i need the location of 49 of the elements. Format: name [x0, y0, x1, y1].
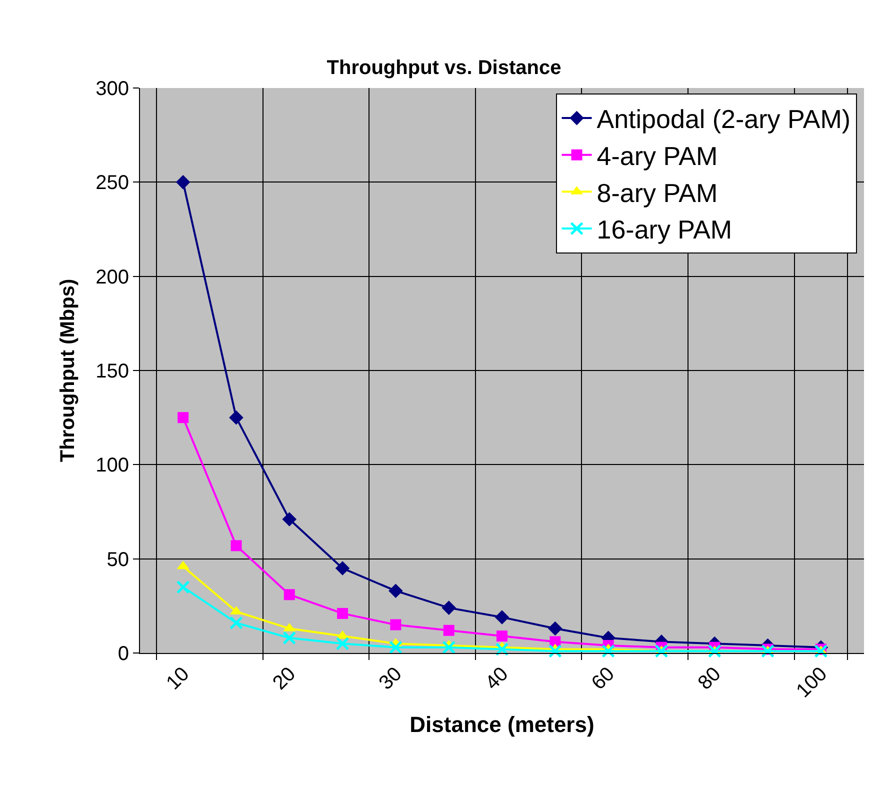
point — [230, 540, 242, 552]
point — [654, 644, 668, 658]
point — [442, 600, 456, 615]
chart-title: Throughput vs. Distance — [326, 57, 562, 80]
legend-label: Antipodal (2-ary PAM) — [596, 104, 851, 134]
point — [282, 512, 297, 526]
point — [761, 644, 775, 658]
y-tick-label: 300 — [96, 78, 129, 100]
point — [548, 621, 562, 636]
point — [282, 631, 296, 645]
x-tick-label: 40 — [481, 663, 513, 694]
point — [388, 584, 403, 598]
x-axis-title: Distance (meters) — [410, 712, 594, 738]
y-tick-label: 200 — [96, 266, 129, 288]
point — [337, 608, 348, 619]
point — [494, 610, 510, 624]
y-tick-label: 50 — [106, 548, 129, 571]
y-tick-label: 150 — [96, 360, 129, 382]
point — [284, 589, 295, 600]
point — [335, 561, 350, 576]
y-tick-label: 0 — [118, 643, 129, 665]
point — [708, 644, 722, 658]
x-tick-label: 100 — [792, 663, 832, 702]
point — [229, 616, 243, 630]
x-tick-label: 60 — [588, 663, 619, 694]
point — [602, 644, 616, 658]
x-tick-label: 80 — [694, 663, 726, 694]
x-tick-label: 30 — [375, 663, 406, 694]
point — [176, 175, 190, 190]
y-tick-label: 250 — [96, 172, 129, 194]
point — [388, 640, 402, 654]
point — [443, 624, 454, 636]
point — [178, 412, 189, 424]
point — [442, 640, 456, 654]
x-tick-label: 10 — [162, 663, 194, 694]
legend-label: 4-ary PAM — [596, 140, 718, 171]
legend-label: 16-ary PAM — [596, 214, 732, 245]
point — [336, 636, 350, 650]
point — [390, 619, 402, 630]
y-tick-label: 100 — [96, 454, 129, 477]
legend-label: 8-ary PAM — [596, 178, 718, 208]
point — [176, 580, 190, 594]
y-axis-title: Throughput (Mbps) — [57, 278, 80, 462]
point — [814, 644, 828, 658]
x-tick-label: 20 — [268, 663, 300, 694]
point — [496, 630, 508, 642]
point — [229, 410, 244, 425]
point — [495, 642, 509, 656]
point — [548, 644, 562, 658]
